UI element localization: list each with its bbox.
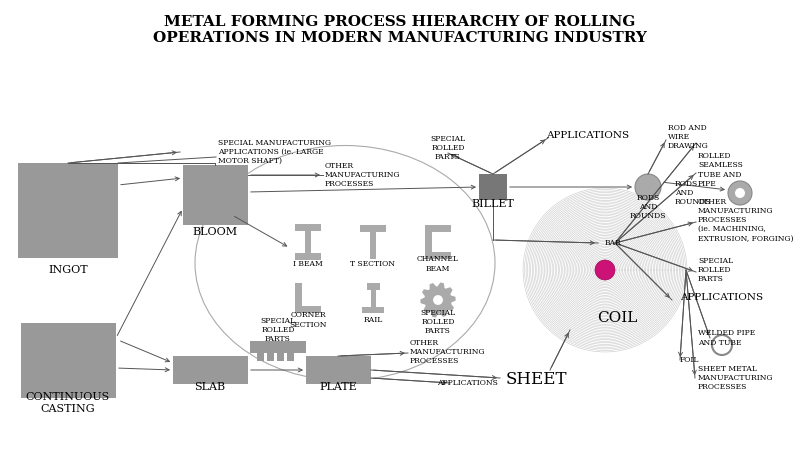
Text: SPECIAL
ROLLED
PARTS: SPECIAL ROLLED PARTS — [430, 135, 466, 161]
Bar — [425, 232, 432, 252]
Text: PLATE: PLATE — [319, 382, 357, 392]
Bar — [425, 252, 451, 259]
Text: SHEET: SHEET — [506, 372, 566, 388]
Text: ROLLED
SEAMLESS
TUBE AND
PIPE: ROLLED SEAMLESS TUBE AND PIPE — [698, 152, 743, 188]
Text: BAR: BAR — [605, 239, 622, 247]
Bar — [257, 353, 264, 361]
Text: APPLICATIONS: APPLICATIONS — [437, 379, 498, 387]
Text: BILLET: BILLET — [471, 199, 514, 209]
Bar — [425, 225, 451, 232]
Bar — [18, 162, 118, 257]
Bar — [173, 356, 247, 384]
Bar — [362, 307, 384, 313]
Circle shape — [728, 181, 752, 205]
Bar — [295, 224, 321, 231]
Bar — [370, 232, 376, 259]
Text: SPECIAL
ROLLED
PARTS: SPECIAL ROLLED PARTS — [698, 257, 733, 283]
Bar — [295, 253, 321, 260]
Circle shape — [595, 260, 615, 280]
Text: APPLICATIONS: APPLICATIONS — [546, 130, 629, 140]
Circle shape — [433, 295, 443, 305]
Polygon shape — [421, 283, 455, 317]
Bar — [366, 283, 379, 290]
Bar — [295, 306, 321, 313]
Text: OTHER
MANUFACTURING
PROCESSES
(ie. MACHINING,
EXTRUSION, FORGING): OTHER MANUFACTURING PROCESSES (ie. MACHI… — [698, 198, 794, 243]
Text: SPECIAL MANUFACTURING
APPLICATIONS (ie. LARGE
MOTOR SHAFT): SPECIAL MANUFACTURING APPLICATIONS (ie. … — [218, 139, 331, 165]
Text: WELDED PIPE
AND TUBE: WELDED PIPE AND TUBE — [698, 329, 755, 346]
Text: RODS
AND
ROUNDS: RODS AND ROUNDS — [630, 194, 666, 220]
Bar — [295, 283, 302, 313]
Bar — [370, 290, 375, 307]
Circle shape — [635, 174, 661, 200]
Bar — [267, 353, 274, 361]
Circle shape — [735, 188, 745, 198]
Text: T SECTION: T SECTION — [350, 260, 395, 268]
Text: RAIL: RAIL — [363, 316, 382, 324]
Text: FOIL: FOIL — [680, 356, 699, 364]
Bar — [277, 353, 284, 361]
Text: ROD AND
WIRE
DRAWING: ROD AND WIRE DRAWING — [668, 124, 709, 150]
Bar — [360, 225, 386, 232]
Text: OTHER
MANUFACTURING
PROCESSES: OTHER MANUFACTURING PROCESSES — [410, 339, 486, 365]
Text: SPECIAL
ROLLED
PARTS: SPECIAL ROLLED PARTS — [421, 309, 455, 335]
Text: OPERATIONS IN MODERN MANUFACTURING INDUSTRY: OPERATIONS IN MODERN MANUFACTURING INDUS… — [153, 31, 647, 45]
Text: METAL FORMING PROCESS HIERARCHY OF ROLLING: METAL FORMING PROCESS HIERARCHY OF ROLLI… — [164, 15, 636, 29]
Bar — [306, 356, 370, 384]
Text: BLOOM: BLOOM — [193, 227, 238, 237]
Bar — [250, 341, 306, 353]
Text: SPECIAL
ROLLED
PARTS: SPECIAL ROLLED PARTS — [261, 317, 295, 343]
Text: COIL: COIL — [597, 311, 637, 325]
Text: OTHER
MANUFACTURING
PROCESSES: OTHER MANUFACTURING PROCESSES — [325, 162, 401, 188]
Bar — [287, 353, 294, 361]
Text: APPLICATIONS: APPLICATIONS — [680, 293, 763, 302]
Text: INGOT: INGOT — [48, 265, 88, 275]
Text: RODS
AND
ROUNDS: RODS AND ROUNDS — [675, 180, 711, 206]
Circle shape — [712, 335, 732, 355]
Text: CORNER
SECTION: CORNER SECTION — [290, 311, 326, 328]
Text: SLAB: SLAB — [194, 382, 226, 392]
Bar — [182, 165, 247, 225]
Text: SHEET METAL
MANUFACTURING
PROCESSES: SHEET METAL MANUFACTURING PROCESSES — [698, 365, 774, 391]
Text: CONTINUOUS
CASTING: CONTINUOUS CASTING — [26, 392, 110, 414]
Bar — [479, 174, 507, 200]
Text: I BEAM: I BEAM — [293, 260, 323, 268]
Text: CHANNEL
BEAM: CHANNEL BEAM — [417, 256, 459, 273]
Bar — [21, 323, 115, 397]
Bar — [305, 231, 311, 253]
